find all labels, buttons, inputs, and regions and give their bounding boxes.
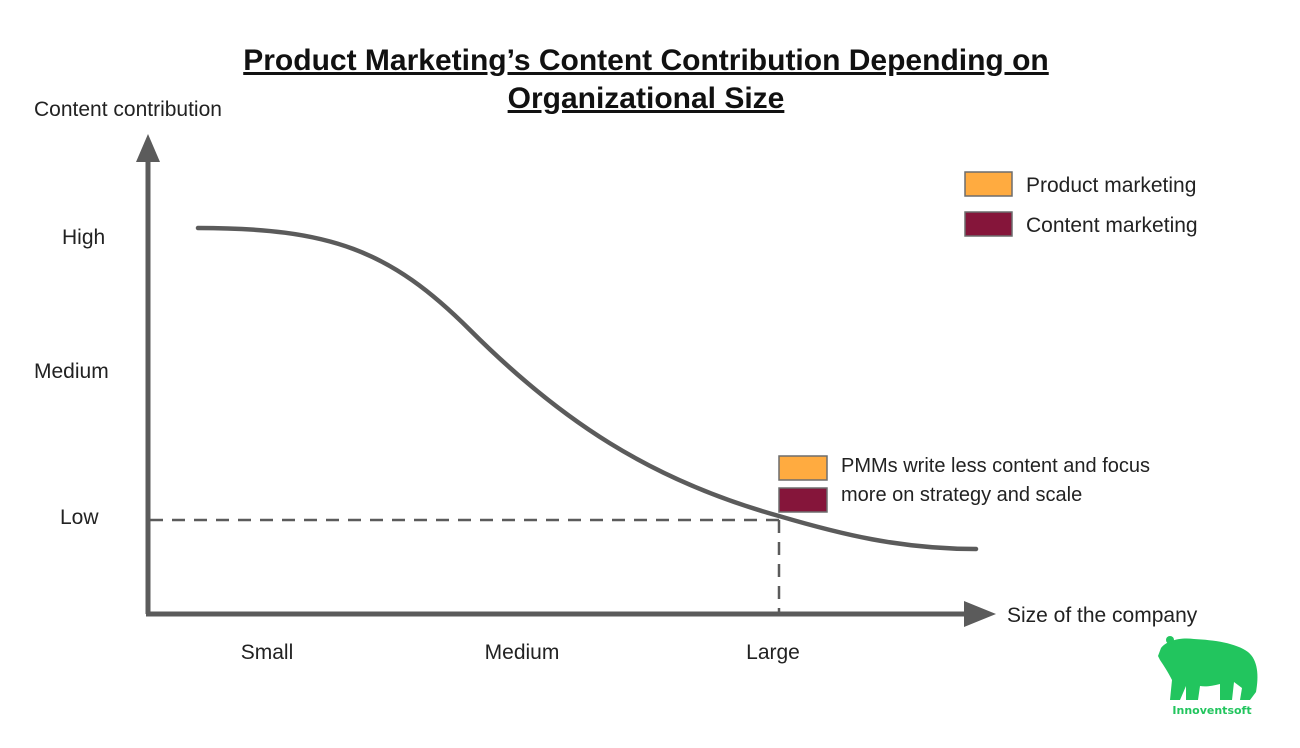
- annotation: PMMs write less content and focus more o…: [778, 455, 1150, 513]
- legend-label-product-marketing: Product marketing: [1026, 174, 1196, 197]
- legend: Product marketing Content marketing: [964, 171, 1198, 237]
- contribution-curve: [195, 225, 979, 552]
- bear-icon: [1158, 636, 1258, 700]
- annotation-swatch-content-marketing: [778, 487, 828, 513]
- axes: [136, 134, 996, 627]
- legend-swatch-content-marketing: [964, 211, 1013, 237]
- chart-title-line-2: Organizational Size: [508, 82, 785, 115]
- x-tick-label-small: Small: [241, 641, 294, 664]
- brand-logo: Innoventsoft: [1158, 636, 1258, 717]
- brand-name: Innoventsoft: [1172, 704, 1251, 717]
- annotation-text-line-1: PMMs write less content and focus: [841, 455, 1150, 477]
- y-tick-label-low: Low: [60, 506, 99, 529]
- x-tick-label-large: Large: [746, 641, 800, 664]
- legend-label-content-marketing: Content marketing: [1026, 214, 1198, 237]
- x-axis-label: Size of the company: [1007, 604, 1198, 627]
- x-axis-arrowhead: [964, 601, 996, 627]
- y-tick-label-medium: Medium: [34, 360, 109, 383]
- y-axis-label: Content contribution: [34, 98, 222, 121]
- y-tick-label-high: High: [62, 226, 105, 249]
- chart-title-line-1: Product Marketing’s Content Contribution…: [243, 44, 1049, 77]
- annotation-text-line-2: more on strategy and scale: [841, 484, 1082, 506]
- annotation-swatch-product-marketing: [778, 455, 828, 481]
- x-tick-label-medium: Medium: [485, 641, 560, 664]
- legend-swatch-product-marketing: [964, 171, 1013, 197]
- y-axis-arrowhead: [136, 134, 160, 162]
